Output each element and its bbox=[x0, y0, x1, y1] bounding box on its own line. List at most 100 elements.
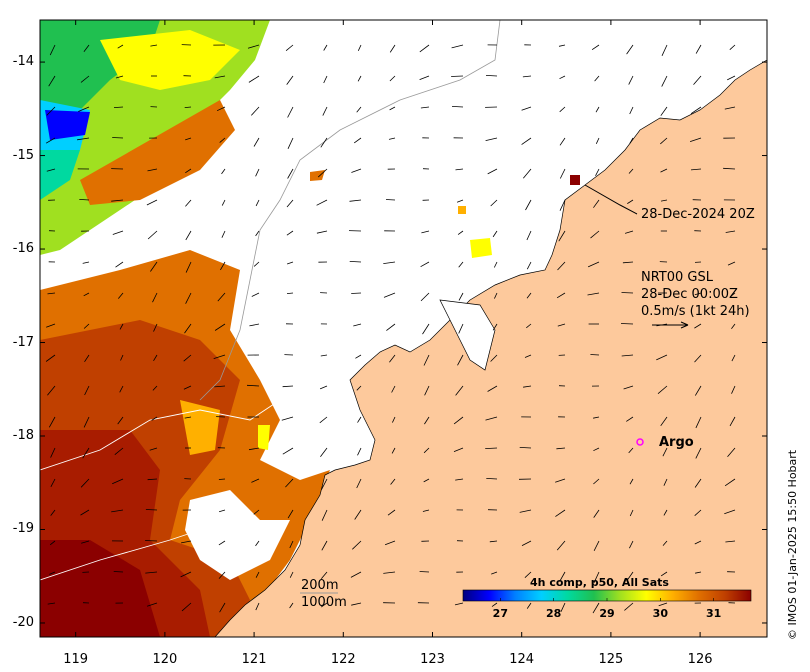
current-vector bbox=[248, 447, 260, 451]
argo-label: Argo bbox=[659, 435, 694, 450]
current-vector bbox=[285, 44, 294, 52]
current-vector bbox=[218, 571, 226, 579]
current-vector bbox=[456, 199, 464, 203]
current-vector bbox=[114, 447, 124, 456]
current-vector bbox=[185, 261, 192, 273]
current-vector bbox=[623, 385, 634, 390]
current-vector bbox=[628, 75, 634, 85]
current-vector bbox=[590, 354, 600, 356]
x-tick-label: 125 bbox=[598, 652, 624, 667]
current-vector bbox=[492, 323, 498, 331]
current-vector bbox=[289, 571, 294, 578]
current-vector bbox=[84, 354, 90, 363]
contour-200m bbox=[199, 20, 501, 401]
current-vector bbox=[218, 478, 226, 480]
argo-marker bbox=[636, 438, 644, 446]
current-vector bbox=[392, 416, 396, 423]
current-vector bbox=[356, 106, 362, 113]
current-vector bbox=[282, 447, 294, 455]
current-vector bbox=[420, 106, 430, 109]
current-vector bbox=[50, 478, 56, 487]
current-vector bbox=[660, 571, 668, 577]
current-vector bbox=[285, 478, 294, 488]
current-vector bbox=[112, 137, 124, 139]
current-vector bbox=[253, 137, 260, 147]
current-vector bbox=[694, 323, 702, 329]
current-vector bbox=[624, 602, 634, 611]
contour-1000m-label: 1000m bbox=[301, 595, 347, 610]
current-vector bbox=[218, 540, 226, 546]
current-vector bbox=[214, 75, 226, 79]
current-vector bbox=[357, 44, 362, 51]
current-vector bbox=[559, 571, 566, 582]
current-vector bbox=[663, 509, 668, 516]
current-vector bbox=[526, 261, 532, 270]
current-vector bbox=[593, 416, 600, 419]
current-vectors bbox=[45, 44, 736, 614]
current-vector bbox=[423, 354, 430, 366]
current-vector bbox=[389, 75, 396, 82]
current-vector bbox=[489, 540, 498, 543]
current-vector bbox=[557, 323, 566, 327]
current-vector bbox=[626, 571, 634, 581]
current-vector bbox=[183, 354, 192, 362]
current-vector bbox=[419, 75, 430, 80]
current-vector bbox=[590, 230, 600, 239]
current-vector bbox=[253, 509, 260, 515]
current-vector bbox=[47, 292, 56, 295]
current-vector bbox=[83, 416, 90, 428]
current-vector bbox=[115, 75, 124, 79]
timestamp-leader bbox=[584, 184, 638, 215]
current-vector bbox=[146, 602, 158, 607]
current-vector bbox=[591, 44, 600, 51]
current-vector bbox=[286, 199, 294, 208]
contour-1000m-south bbox=[40, 519, 231, 581]
current-vector bbox=[690, 168, 702, 171]
current-vector bbox=[628, 447, 634, 454]
y-tick-label: -19 bbox=[12, 521, 34, 537]
current-vector bbox=[184, 416, 192, 419]
current-vector bbox=[593, 478, 600, 485]
current-vector bbox=[286, 292, 294, 294]
current-vector bbox=[593, 571, 600, 583]
current-vector bbox=[83, 44, 90, 52]
current-vector bbox=[690, 106, 702, 115]
current-vector bbox=[627, 199, 634, 204]
colorbar-title: 4h comp, p50, All Sats bbox=[530, 576, 669, 589]
current-vector bbox=[524, 354, 532, 358]
current-vector bbox=[255, 540, 260, 547]
current-vector bbox=[491, 602, 498, 607]
current-vector bbox=[662, 540, 668, 546]
current-vector bbox=[419, 571, 430, 573]
current-vector bbox=[458, 292, 464, 301]
current-vector bbox=[526, 323, 532, 329]
current-vector bbox=[47, 602, 56, 605]
colorbar-tick-label: 27 bbox=[492, 607, 508, 620]
current-vector bbox=[321, 478, 328, 490]
current-vector bbox=[47, 385, 56, 396]
current-vector bbox=[48, 416, 56, 428]
current-vector bbox=[724, 106, 736, 110]
y-tick-label: -15 bbox=[12, 147, 34, 163]
current-vector bbox=[351, 292, 362, 294]
current-vector bbox=[522, 168, 532, 179]
current-vector bbox=[486, 478, 498, 480]
y-tick-label: -16 bbox=[12, 241, 34, 257]
current-vector bbox=[424, 385, 430, 396]
current-vector bbox=[557, 261, 566, 271]
current-vector bbox=[248, 75, 260, 83]
plot-frame bbox=[39, 19, 768, 638]
current-vector bbox=[391, 447, 396, 454]
current-vector bbox=[526, 292, 532, 299]
current-vector bbox=[422, 509, 430, 512]
current-vector bbox=[661, 75, 668, 87]
current-vector bbox=[153, 354, 158, 362]
current-vector bbox=[593, 199, 600, 208]
current-vector bbox=[147, 168, 158, 172]
current-vector bbox=[253, 261, 260, 267]
current-vector bbox=[458, 261, 464, 268]
current-vector bbox=[593, 447, 600, 452]
current-vector bbox=[316, 230, 328, 234]
current-vector bbox=[727, 447, 736, 458]
